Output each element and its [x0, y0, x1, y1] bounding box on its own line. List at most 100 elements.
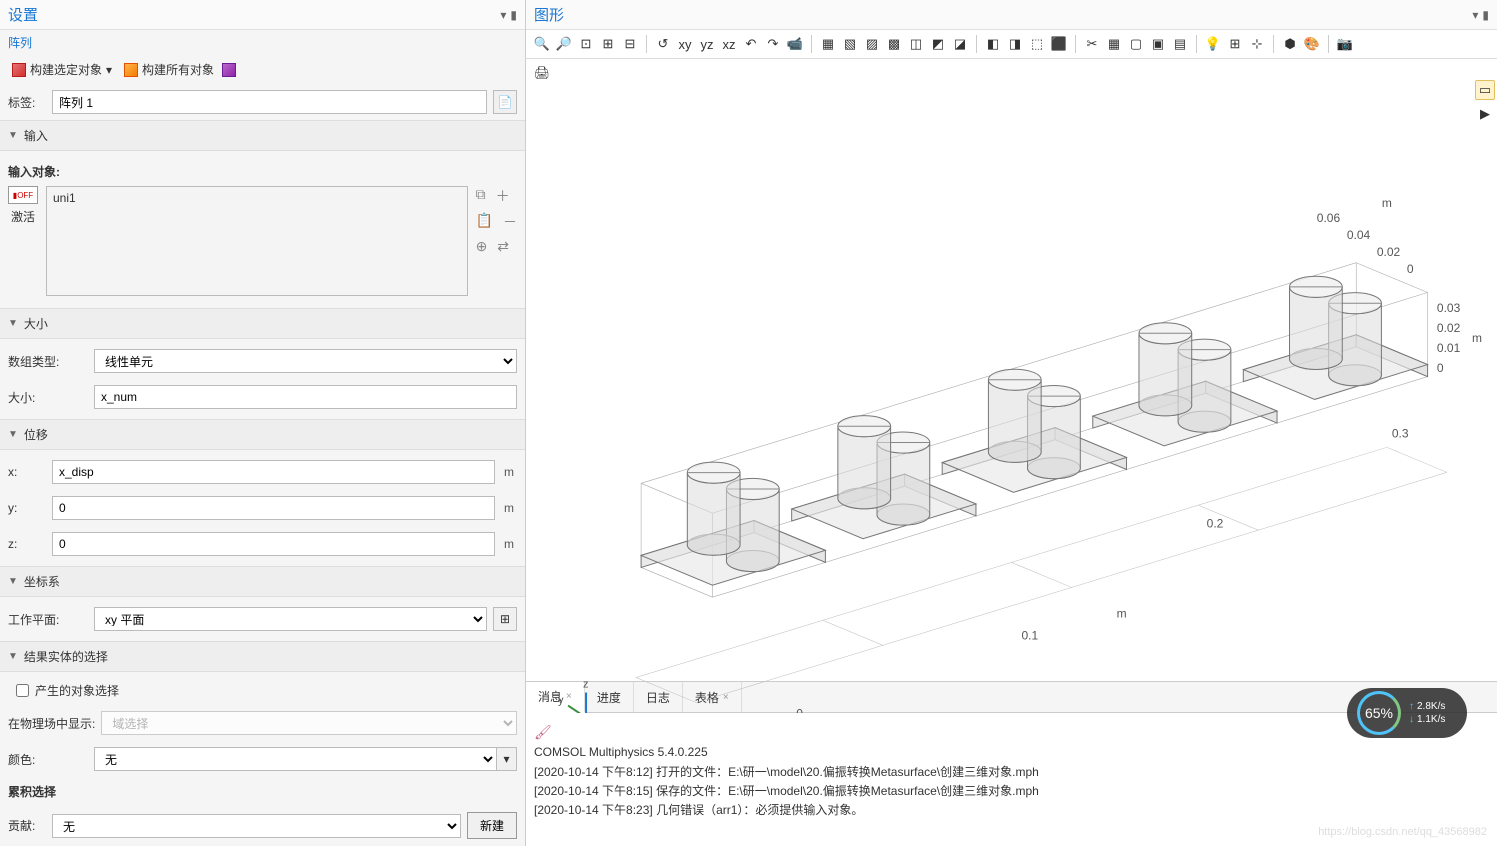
- select3-icon[interactable]: ▨: [862, 34, 882, 54]
- collapse-icon: ▼: [8, 130, 18, 141]
- list-tools: ⧉ ＋ 📋 － ⊕ ⇄: [476, 186, 517, 255]
- z-input[interactable]: [52, 532, 495, 556]
- zoom-out-icon[interactable]: 🔎: [554, 34, 574, 54]
- x-label: x:: [8, 465, 46, 479]
- graphics-canvas[interactable]: 0.06 0.04 0.02 0 m 0.03 0.02 0.01 0 m 0 …: [526, 87, 1497, 681]
- add-icon[interactable]: ＋: [496, 186, 510, 206]
- switch-icon[interactable]: ⇄: [497, 238, 509, 255]
- clip-icon[interactable]: ✂: [1082, 34, 1102, 54]
- svg-text:0: 0: [1407, 262, 1414, 276]
- zoom-in-icon[interactable]: 🔍: [532, 34, 552, 54]
- light-icon[interactable]: 💡: [1203, 34, 1223, 54]
- extra-action-icon[interactable]: [222, 63, 236, 77]
- svg-text:m: m: [1472, 331, 1482, 345]
- snapshot-icon[interactable]: 📷: [1335, 34, 1355, 54]
- pin-icon[interactable]: ▮: [510, 8, 517, 22]
- label-row: 标签: 📄: [0, 84, 525, 120]
- zoom-extents-icon[interactable]: ⊞: [598, 34, 618, 54]
- log-line: COMSOL Multiphysics 5.4.0.225: [534, 743, 1489, 762]
- render1-icon[interactable]: ▦: [1104, 34, 1124, 54]
- workplane-select[interactable]: xy 平面: [94, 607, 487, 631]
- y-input[interactable]: [52, 496, 495, 520]
- section-input-header[interactable]: ▼ 输入: [0, 120, 525, 151]
- pin-icon[interactable]: ▮: [1482, 8, 1489, 22]
- graphics-title: 图形: [534, 4, 564, 25]
- select-icon[interactable]: ▦: [818, 34, 838, 54]
- build-all-button[interactable]: 构建所有对象: [120, 59, 218, 80]
- build-all-icon: [124, 63, 138, 77]
- svg-text:z: z: [583, 679, 589, 691]
- target-icon[interactable]: ⊕: [476, 238, 488, 255]
- size-input[interactable]: [94, 385, 517, 409]
- yz-view-icon[interactable]: yz: [697, 34, 717, 54]
- remove-icon[interactable]: －: [503, 212, 517, 232]
- side-tool-2-icon[interactable]: ▶: [1475, 104, 1495, 124]
- mesh-icon[interactable]: ⬢: [1280, 34, 1300, 54]
- section-result-header[interactable]: ▼ 结果实体的选择: [0, 641, 525, 672]
- view3-icon[interactable]: ⬚: [1027, 34, 1047, 54]
- section-displacement-header[interactable]: ▼ 位移: [0, 419, 525, 450]
- graphics-toolbar: 🔍 🔎 ⊡ ⊞ ⊟ ↺ xy yz xz ↶ ↷ 📹 ▦ ▧ ▨ ▩ ◫ ◩ ◪…: [526, 30, 1497, 59]
- size-label: 大小:: [8, 389, 88, 406]
- workplane-button[interactable]: ⊞: [493, 607, 517, 631]
- label-input[interactable]: [52, 90, 487, 114]
- new-button[interactable]: 新建: [467, 812, 517, 839]
- view1-icon[interactable]: ◧: [983, 34, 1003, 54]
- label-field-label: 标签:: [8, 94, 46, 111]
- section-coordsys-header[interactable]: ▼ 坐标系: [0, 566, 525, 597]
- produce-selection-checkbox[interactable]: [16, 684, 29, 697]
- input-object-list[interactable]: uni1: [46, 186, 468, 296]
- svg-text:0: 0: [1437, 361, 1444, 375]
- view2-icon[interactable]: ◨: [1005, 34, 1025, 54]
- log-content: 🖌 COMSOL Multiphysics 5.4.0.225 [2020-10…: [526, 713, 1497, 846]
- activate-label: 激活: [11, 208, 35, 225]
- select6-icon[interactable]: ◩: [928, 34, 948, 54]
- render2-icon[interactable]: ▢: [1126, 34, 1146, 54]
- collapse-icon: ▼: [8, 576, 18, 587]
- svg-text:0.3: 0.3: [1392, 426, 1409, 440]
- x-input[interactable]: [52, 460, 495, 484]
- minimize-icon[interactable]: ▾: [500, 8, 506, 22]
- network-speed-widget[interactable]: 65% ↑2.8K/s ↓1.1K/s: [1347, 688, 1467, 738]
- zoom-selected-icon[interactable]: ⊟: [620, 34, 640, 54]
- rotate-left-icon[interactable]: ↶: [741, 34, 761, 54]
- build-selected-button[interactable]: 构建选定对象 ▾: [8, 59, 116, 80]
- palette-icon[interactable]: 🎨: [1302, 34, 1322, 54]
- rotate-right-icon[interactable]: ↷: [763, 34, 783, 54]
- settings-title: 设置: [8, 4, 38, 25]
- select5-icon[interactable]: ◫: [906, 34, 926, 54]
- side-tool-1-icon[interactable]: ▭: [1475, 80, 1495, 100]
- copy-icon[interactable]: ⧉: [476, 186, 486, 206]
- view4-icon[interactable]: ⬛: [1049, 34, 1069, 54]
- render3-icon[interactable]: ▣: [1148, 34, 1168, 54]
- select7-icon[interactable]: ◪: [950, 34, 970, 54]
- paste-icon[interactable]: 📋: [476, 212, 493, 232]
- select4-icon[interactable]: ▩: [884, 34, 904, 54]
- geometry-3d-view[interactable]: 0.06 0.04 0.02 0 m 0.03 0.02 0.01 0 m 0 …: [526, 147, 1497, 768]
- contrib-select[interactable]: 无: [52, 814, 461, 838]
- array-type-select[interactable]: 线性单元: [94, 349, 517, 373]
- contrib-label: 贡献:: [8, 817, 46, 834]
- select2-icon[interactable]: ▧: [840, 34, 860, 54]
- minimize-icon[interactable]: ▾: [1472, 8, 1478, 22]
- activate-toggle[interactable]: ▮OFF: [8, 186, 38, 204]
- label-edit-button[interactable]: 📄: [493, 90, 517, 114]
- axis-icon[interactable]: ⊹: [1247, 34, 1267, 54]
- input-object-label: 输入对象:: [8, 163, 517, 180]
- svg-text:0.01: 0.01: [1437, 341, 1461, 355]
- brush-icon[interactable]: 🖌: [534, 721, 1489, 743]
- render4-icon[interactable]: ▤: [1170, 34, 1190, 54]
- section-size-header[interactable]: ▼ 大小: [0, 308, 525, 339]
- camera-icon[interactable]: 📹: [785, 34, 805, 54]
- xz-view-icon[interactable]: xz: [719, 34, 739, 54]
- color-select[interactable]: 无: [94, 747, 497, 771]
- grid-icon[interactable]: ⊞: [1225, 34, 1245, 54]
- print-icon[interactable]: 🖨: [532, 63, 552, 83]
- zoom-box-icon[interactable]: ⊡: [576, 34, 596, 54]
- orbit-icon[interactable]: ↺: [653, 34, 673, 54]
- list-item[interactable]: uni1: [53, 191, 461, 205]
- log-line: [2020-10-14 下午8:12] 打开的文件：E:\研一\model\20…: [534, 763, 1489, 782]
- color-dropdown-button[interactable]: ▾: [497, 747, 517, 771]
- xy-view-icon[interactable]: xy: [675, 34, 695, 54]
- z-unit: m: [501, 537, 517, 551]
